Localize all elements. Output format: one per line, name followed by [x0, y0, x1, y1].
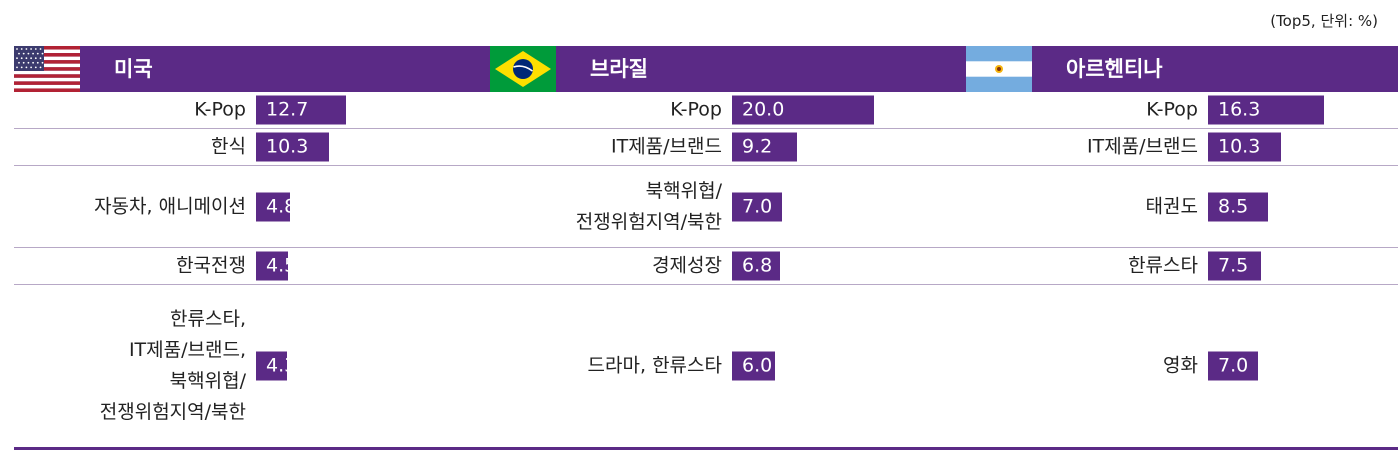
value-label: 20.0 [742, 98, 785, 121]
bar [256, 192, 291, 221]
category-label: 영화 [1163, 354, 1198, 377]
country-title: 미국 [114, 57, 153, 81]
value-label: 16.3 [1218, 98, 1261, 121]
panel-bottom-rule [490, 447, 968, 450]
value-label: 10.3 [1218, 135, 1261, 158]
brazil-flag-icon [490, 46, 556, 92]
panel-bottom-rule [966, 447, 1398, 450]
bar-row: 한류스타 7.5 [966, 248, 1398, 285]
bar [256, 351, 287, 381]
bar-row: 자동차, 애니메이션 4.8 [14, 166, 492, 248]
country-panel: 아르헨티나 K-Pop 16.3 IT제품/브랜드 10.3 태권도 8.5 한류스타 7.5 영… [966, 46, 1398, 450]
category-label: K-Pop [670, 98, 722, 121]
category-label: 북핵위협/ 전쟁위험지역/북한 [575, 179, 722, 233]
bar [732, 351, 775, 381]
bar [256, 132, 330, 162]
bar [1208, 251, 1262, 281]
bar [732, 192, 782, 221]
value-label: 10.3 [266, 135, 309, 158]
category-label: IT제품/브랜드 [610, 135, 722, 158]
bar-row: 한식 10.3 [14, 129, 492, 166]
bar-row: 영화 7.0 [966, 285, 1398, 447]
country-panel: 브라질 K-Pop 20.0 IT제품/브랜드 9.2 북핵위협/ 전쟁위험지역/북한 7.… [490, 46, 968, 450]
bar-row: IT제품/브랜드 9.2 [490, 129, 968, 166]
category-label: 자동차, 애니메이션 [94, 195, 246, 217]
unit-note: (Top5, 단위: %) [1270, 12, 1378, 30]
bar [1208, 351, 1258, 381]
value-label: 7.5 [1218, 254, 1249, 277]
bar [732, 95, 874, 125]
value-label: 6.8 [742, 254, 773, 277]
bar-row: 한국전쟁 4.5 [14, 248, 492, 285]
panel-bottom-rule [14, 447, 492, 450]
country-title: 브라질 [590, 57, 648, 81]
value-label: 4.8 [266, 195, 297, 217]
bar-row: 태권도 8.5 [966, 166, 1398, 248]
bar-row: 드라마, 한류스타 6.0 [490, 285, 968, 447]
bar-row: IT제품/브랜드 10.3 [966, 129, 1398, 166]
bar-row: 북핵위협/ 전쟁위험지역/북한 7.0 [490, 166, 968, 248]
value-label: 7.0 [1218, 354, 1249, 377]
panel-header: 브라질 [490, 46, 968, 92]
panel-header: 아르헨티나 [966, 46, 1398, 92]
bar [732, 132, 798, 162]
value-label: 9.2 [742, 135, 773, 158]
bar [732, 251, 781, 281]
country-title: 아르헨티나 [1066, 57, 1163, 81]
value-label: 4.5 [266, 254, 297, 277]
category-label: 태권도 [1145, 195, 1198, 217]
bar-row: K-Pop 20.0 [490, 92, 968, 129]
category-label: 한식 [211, 135, 246, 158]
category-label: 한국전쟁 [176, 254, 246, 277]
category-label: 드라마, 한류스타 [587, 354, 722, 377]
category-label: 경제성장 [652, 254, 722, 277]
bar-row: 한류스타, IT제품/브랜드, 북핵위협/ 전쟁위험지역/북한 4.3 [14, 285, 492, 447]
bar [256, 95, 347, 125]
panel-header: 미국 [14, 46, 492, 92]
argentina-flag-icon [966, 46, 1032, 92]
category-label: K-Pop [1146, 98, 1198, 121]
usa-flag-icon [14, 46, 80, 92]
bar [1208, 192, 1269, 221]
category-label: K-Pop [194, 98, 246, 121]
bar-row: K-Pop 16.3 [966, 92, 1398, 129]
value-label: 6.0 [742, 354, 773, 377]
bar [1208, 95, 1324, 125]
value-label: 12.7 [266, 98, 309, 121]
bar-row: 경제성장 6.8 [490, 248, 968, 285]
value-label: 4.3 [266, 354, 297, 377]
bar-row: K-Pop 12.7 [14, 92, 492, 129]
value-label: 7.0 [742, 195, 773, 217]
category-label: 한류스타 [1128, 254, 1198, 277]
category-label: 한류스타, IT제품/브랜드, 북핵위협/ 전쟁위험지역/북한 [99, 308, 246, 423]
value-label: 8.5 [1218, 195, 1249, 217]
category-label: IT제품/브랜드 [1086, 135, 1198, 158]
country-panel: 미국 K-Pop 12.7 한식 10.3 자동차, 애니메이션 4.8 한국전쟁 4.5 한류스… [14, 46, 492, 450]
bar [256, 251, 288, 281]
bar [1208, 132, 1282, 162]
